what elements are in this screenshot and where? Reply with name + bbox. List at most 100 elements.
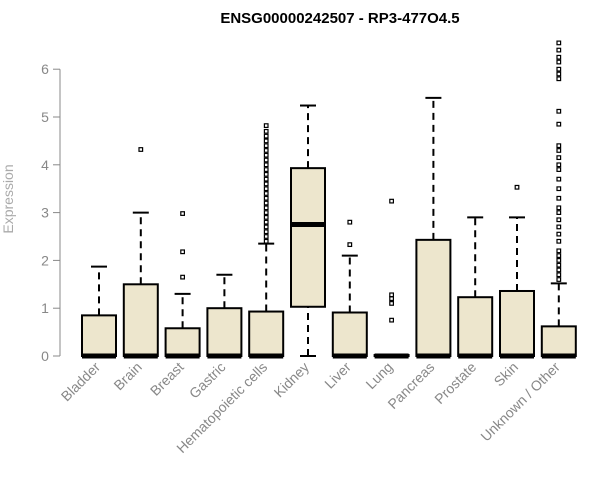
outlier-point [263, 205, 269, 211]
iqr-box [122, 283, 159, 357]
y-tick-label: 1 [41, 300, 49, 316]
x-tick-label: Unknown / Other [477, 359, 563, 445]
box-skin [499, 184, 535, 359]
outlier-point [556, 277, 562, 282]
y-axis: 0 1 2 3 4 5 6 [41, 61, 61, 364]
x-tick-label: Kidney [271, 359, 313, 401]
outlier-point [180, 211, 186, 216]
outlier-point [556, 71, 562, 77]
boxes-layer [81, 40, 577, 359]
outlier-point [263, 219, 269, 225]
iqr-box [81, 314, 117, 357]
box-kidney [290, 104, 326, 357]
y-tick-label: 0 [41, 348, 49, 364]
outlier-point [556, 66, 562, 72]
outlier-point [389, 317, 394, 323]
outlier-point [263, 210, 269, 216]
box-hematopoietic-cells [248, 123, 285, 359]
outlier-point [263, 157, 269, 163]
outlier-point [556, 176, 562, 182]
outlier-point [556, 253, 562, 259]
y-tick-label: 2 [41, 252, 49, 268]
outlier-point [556, 217, 562, 223]
outlier-point [556, 108, 562, 114]
outlier-point [263, 128, 269, 134]
outlier-point [263, 214, 269, 220]
outlier-point [263, 176, 269, 182]
y-axis-label: Expression [0, 164, 16, 233]
outlier-point [389, 296, 394, 302]
chart-title: ENSG00000242507 - RP3-477O4.5 [220, 10, 459, 27]
x-tick-label: Skin [491, 359, 522, 390]
iqr-box [248, 310, 285, 357]
x-tick-label: Lung [362, 359, 395, 392]
iqr-box [499, 289, 535, 358]
outlier-point [556, 267, 562, 273]
outlier-point [389, 198, 394, 204]
outlier-point [556, 155, 562, 161]
outlier-point [556, 258, 562, 263]
outlier-point [556, 205, 562, 211]
outlier-point [263, 138, 269, 144]
outlier-point [138, 147, 144, 152]
outlier-point [347, 242, 353, 248]
outlier-point [263, 186, 269, 192]
box-pancreas [415, 96, 452, 359]
iqr-box [290, 167, 326, 308]
iqr-box [164, 327, 201, 357]
outlier-point [556, 238, 562, 244]
box-lung [373, 198, 410, 359]
outlier-point [263, 229, 269, 235]
outlier-point [389, 301, 394, 306]
outlier-point [263, 167, 269, 172]
box-unknown-other [540, 40, 577, 359]
outlier-point [263, 224, 269, 230]
outlier-point [556, 186, 562, 192]
outlier-point [556, 59, 562, 65]
box-prostate [457, 216, 494, 359]
x-tick-label: Bladder [58, 359, 104, 405]
iqr-box [206, 307, 243, 358]
outlier-point [556, 272, 562, 278]
outlier-point [556, 40, 562, 46]
outlier-point [263, 123, 269, 129]
outlier-point [263, 133, 269, 139]
outlier-point [263, 191, 269, 196]
outlier-point [180, 249, 186, 255]
outlier-point [180, 274, 186, 280]
outlier-point [556, 143, 562, 149]
y-tick-label: 5 [41, 109, 49, 125]
outlier-point [389, 292, 394, 298]
outlier-point [556, 121, 562, 127]
box-bladder [81, 265, 117, 359]
outlier-point [263, 195, 269, 201]
iqr-box [415, 238, 452, 357]
outlier-point [556, 167, 562, 172]
y-tick-label: 3 [41, 205, 49, 221]
outlier-point [263, 181, 269, 187]
outlier-point [514, 184, 520, 190]
outlier-point [263, 143, 269, 149]
outlier-point [556, 210, 562, 216]
outlier-point [263, 152, 269, 158]
iqr-box [331, 311, 368, 358]
y-tick-label: 6 [41, 61, 49, 77]
box-breast [164, 211, 201, 359]
x-tick-label: Breast [147, 359, 187, 399]
outlier-point [556, 262, 562, 268]
box-liver [331, 219, 368, 359]
x-tick-label: Brain [110, 359, 144, 393]
x-tick-label: Liver [321, 359, 354, 392]
outlier-point [556, 76, 562, 82]
outlier-point [556, 54, 562, 60]
outlier-point [263, 238, 269, 244]
iqr-box [540, 325, 577, 358]
outlier-point [556, 47, 562, 53]
outlier-point [263, 148, 269, 153]
outlier-point [347, 219, 353, 225]
outlier-point [556, 248, 562, 254]
outlier-point [263, 162, 269, 168]
x-tick-label: Prostate [431, 359, 479, 407]
